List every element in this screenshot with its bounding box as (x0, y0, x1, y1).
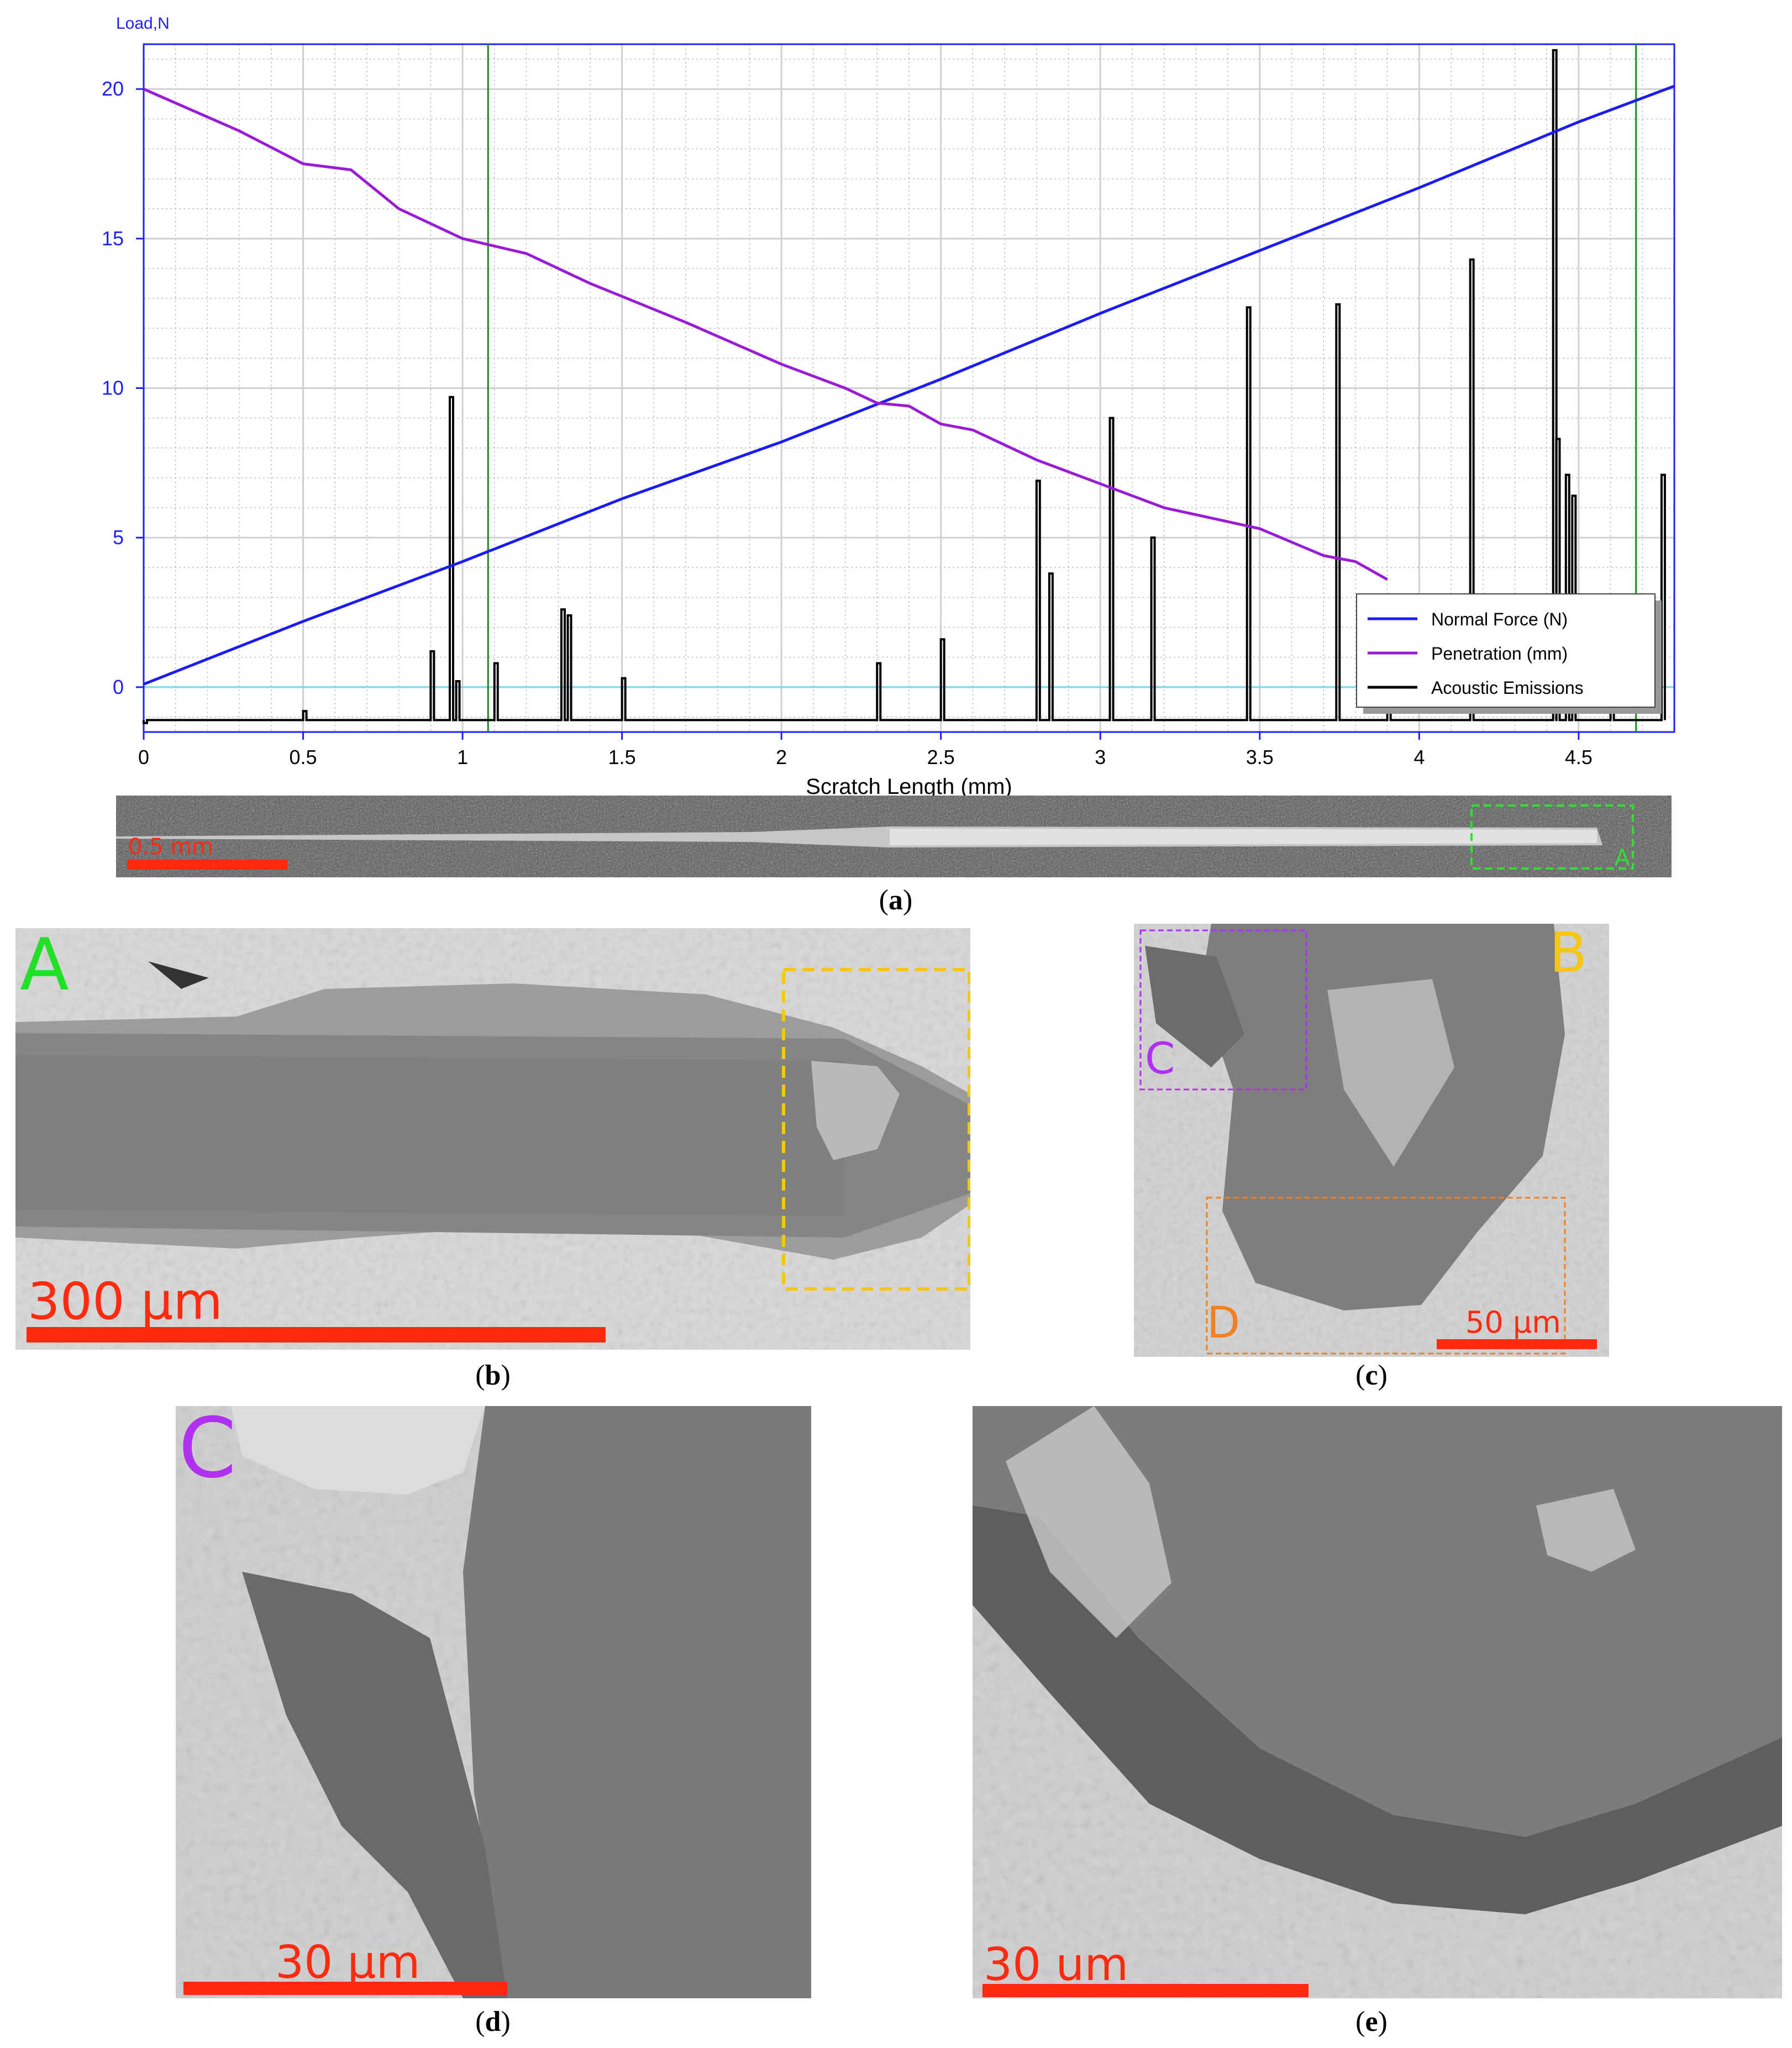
x-tick-label: 4 (1413, 746, 1425, 768)
region-label-a: A (20, 928, 69, 1007)
sem-image-b: A 300 μm (15, 928, 970, 1350)
series-line-2 (143, 87, 1388, 581)
scale-bar-b (27, 1327, 606, 1342)
legend-label: Acoustic Emissions (1431, 678, 1584, 698)
x-tick-label: 1 (457, 746, 468, 768)
legend-label: Penetration (mm) (1431, 644, 1568, 664)
scale-bar-b-label: 300 μm (28, 1272, 223, 1331)
x-tick-label: 3 (1095, 746, 1106, 768)
x-tick-label: 0 (138, 746, 149, 768)
series-line-1 (143, 85, 1675, 686)
caption-c: (c) (1355, 1360, 1388, 1391)
scale-bar-d (183, 1982, 507, 1995)
x-tick-label: 2 (776, 746, 787, 768)
y-tick-label: 5 (113, 526, 124, 549)
sem-image-e: 30 um (973, 1406, 1782, 1998)
scale-bar-a (127, 860, 287, 870)
legend-label: Normal Force (N) (1431, 609, 1568, 629)
region-label-b: B (1549, 924, 1588, 985)
scratch-test-chart: 0 0.5 1 1.5 2 2.5 3 3.5 4 4.5 0 5 10 15 20 Load,N Scratc… (83, 0, 1685, 796)
series-line-3 (143, 49, 1666, 724)
y-axis-title: Load,N (116, 14, 170, 33)
x-tick-label: 4.5 (1565, 746, 1593, 768)
caption-d: (d) (475, 2006, 511, 2038)
sem-image-c: B C D 50 μm (1134, 924, 1609, 1357)
scale-bar-c (1437, 1339, 1597, 1349)
y-tick-label: 20 (102, 77, 124, 100)
y-tick-label: 15 (102, 227, 124, 250)
chart-svg: 0 0.5 1 1.5 2 2.5 3 3.5 4 4.5 0 5 10 15 20 Load,N Scratc… (102, 14, 1675, 796)
x-tick-label: 2.5 (927, 746, 955, 768)
scale-bar-e (982, 1984, 1308, 1997)
scale-bar-e-label: 30 um (984, 1939, 1129, 1991)
scale-bar-d-label: 30 μm (275, 1936, 421, 1989)
box-d-label: D (1207, 1298, 1241, 1348)
x-tick-label: 1.5 (608, 746, 636, 768)
region-label-c: C (178, 1406, 237, 1497)
caption-a: (a) (879, 885, 913, 916)
box-c-label: C (1145, 1034, 1175, 1084)
scale-bar-c-label: 50 μm (1465, 1305, 1561, 1340)
region-a-marker: A (1615, 845, 1630, 871)
caption-e: (e) (1355, 2006, 1388, 2038)
caption-b: (b) (475, 1360, 511, 1391)
y-tick-label: 10 (102, 377, 124, 399)
x-axis-label: Scratch Length (mm) (806, 775, 1012, 796)
scale-bar-a-label: 0.5 mm (128, 834, 214, 860)
optical-scratch-strip: 0.5 mm A (116, 796, 1672, 877)
x-tick-label: 3.5 (1246, 746, 1274, 768)
x-tick-label: 0.5 (290, 746, 317, 768)
sem-image-d: C 30 μm (176, 1406, 811, 1998)
y-tick-label: 0 (113, 676, 124, 698)
